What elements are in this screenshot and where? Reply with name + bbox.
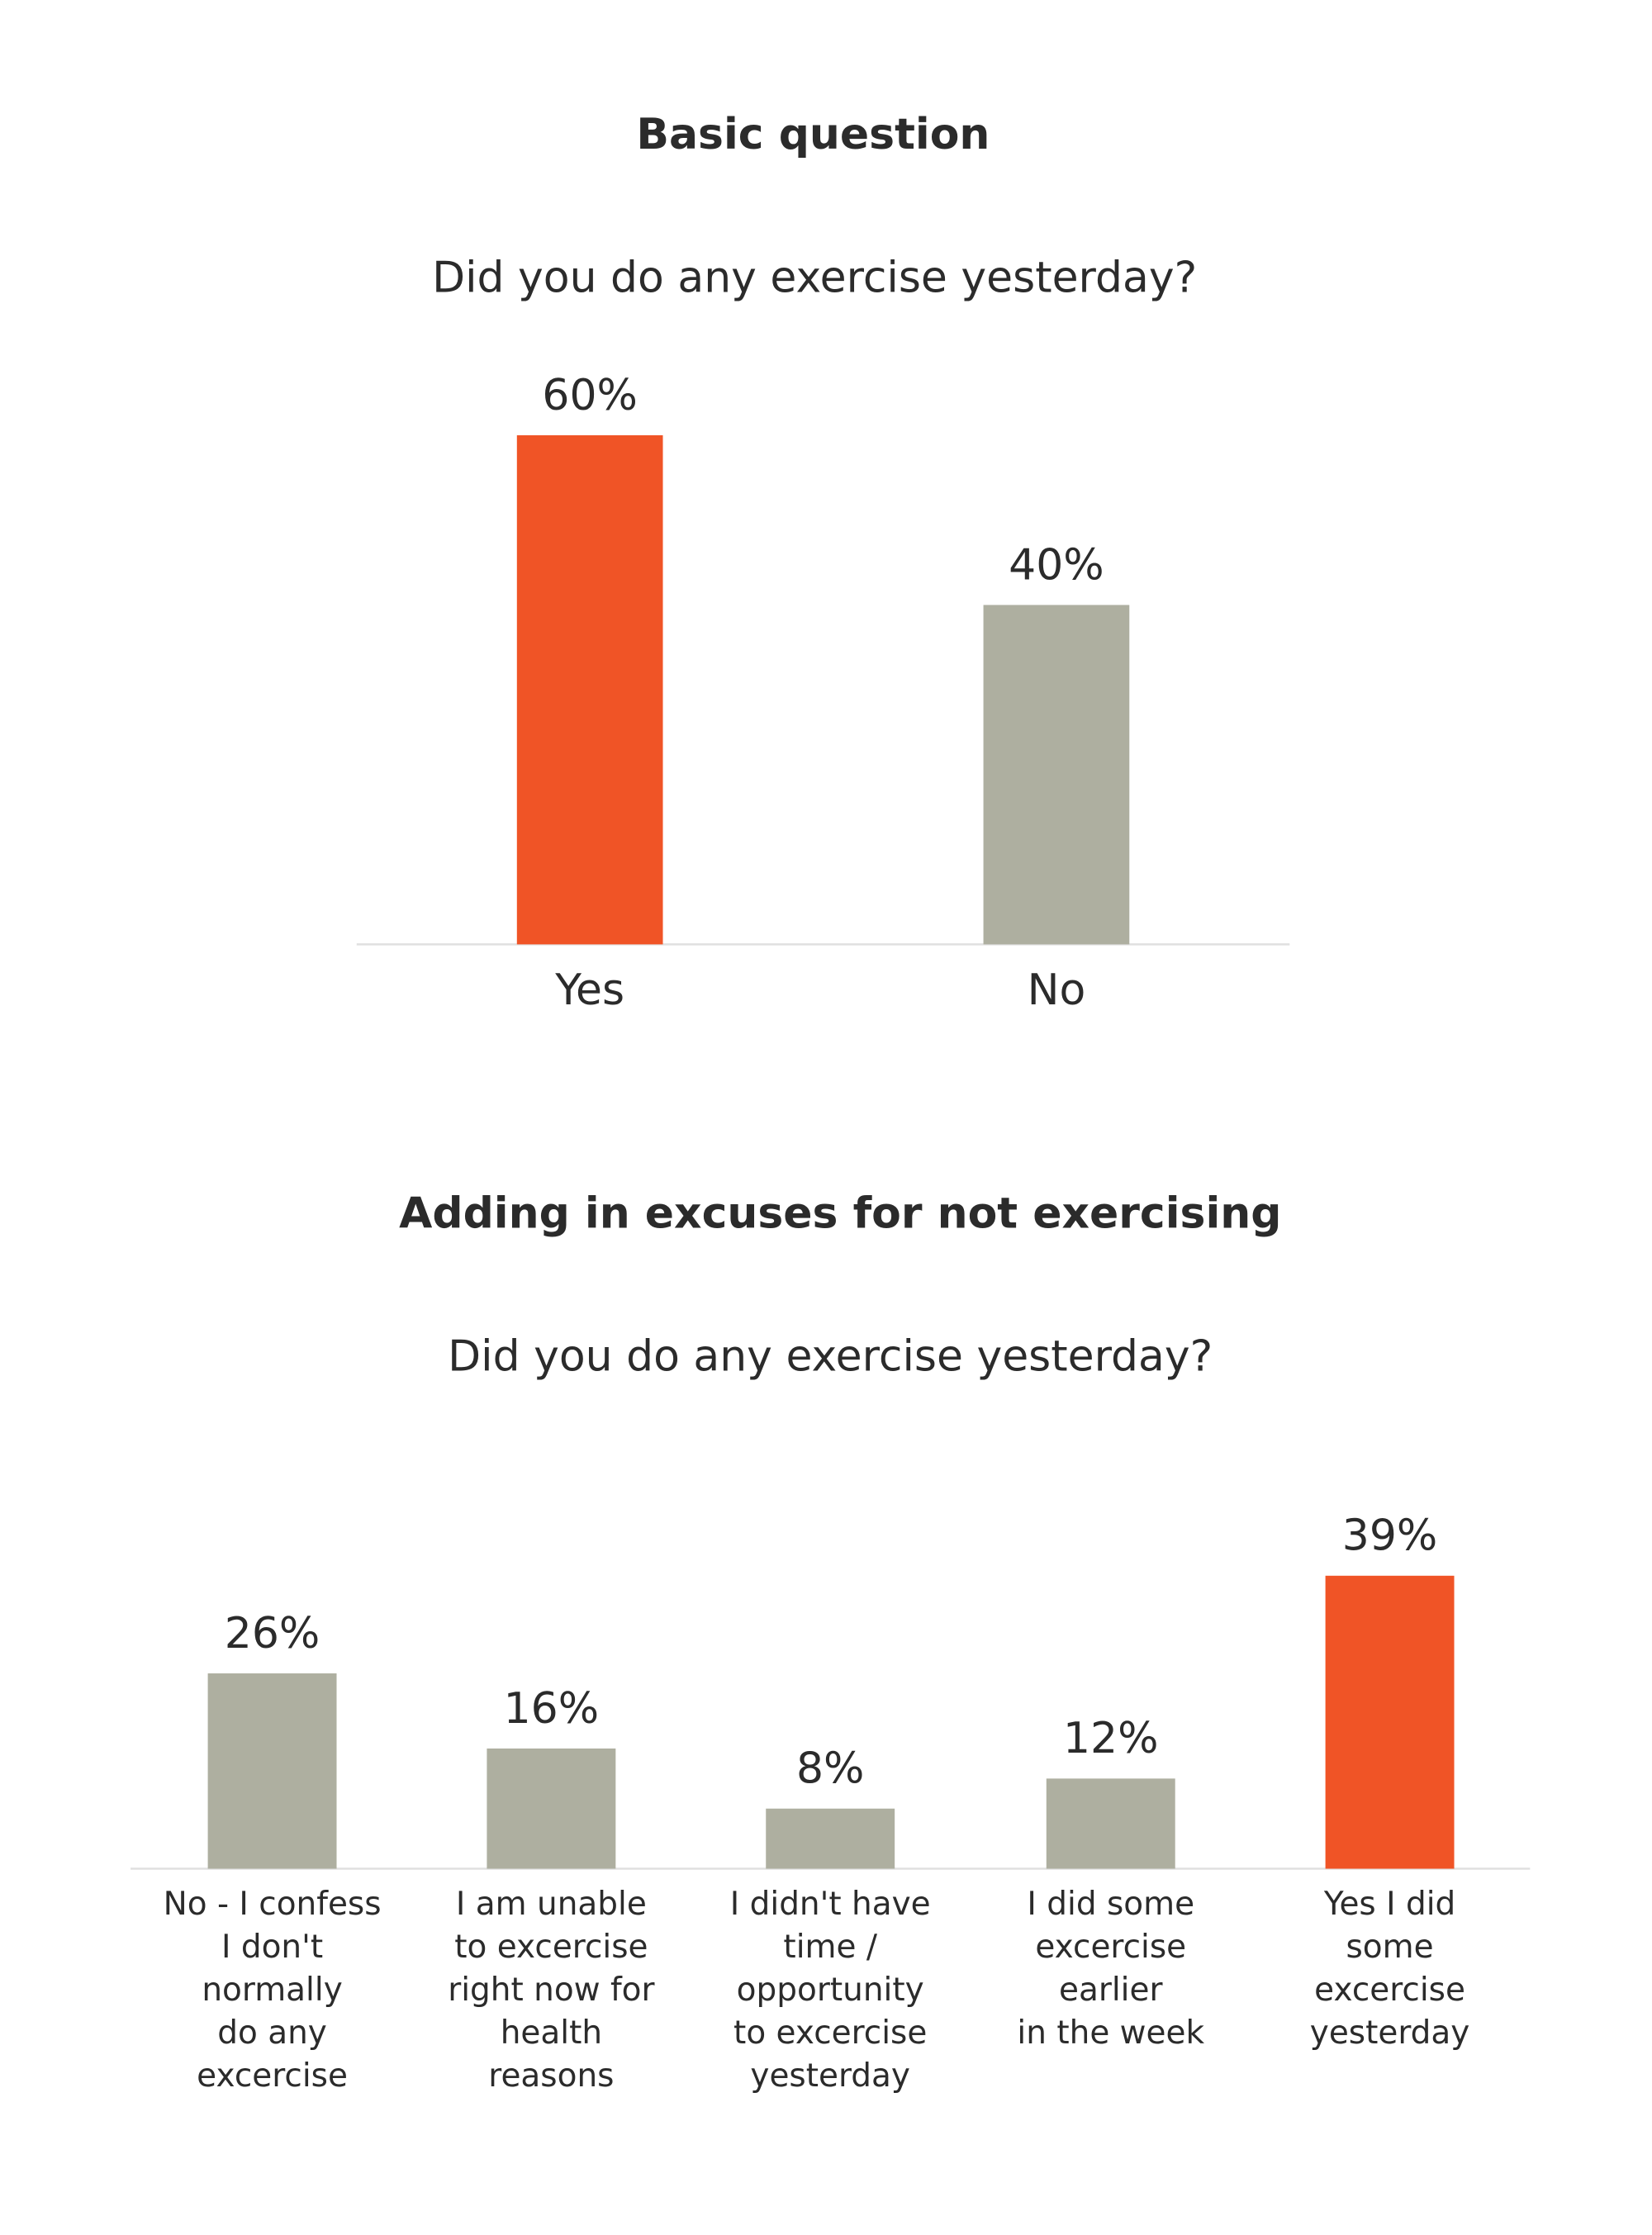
category-label: right now for (448, 1972, 655, 2009)
bar (207, 1673, 337, 1869)
value-label: 39% (1342, 1511, 1438, 1561)
category-label: excercise (1035, 1929, 1186, 1966)
category-label: to excercise (454, 1929, 648, 1966)
category-label: excercise (197, 2057, 348, 2095)
chart2-subtitle: Did you do any exercise yesterday? (448, 1332, 1213, 1382)
category-label: Yes (554, 966, 624, 1015)
category-label: earlier (1059, 1972, 1164, 2009)
chart2-title: Adding in excuses for not exercising (399, 1189, 1281, 1238)
category-label: I don't (221, 1929, 323, 1966)
chart1-plot: 60% Yes 40% No (356, 371, 1290, 1015)
category-label: in the week (1017, 2014, 1204, 2052)
value-label: 8% (796, 1744, 864, 1794)
category-label: to excercise (733, 2014, 927, 2052)
category-label: I didn't have (730, 1886, 931, 1923)
category-label: reasons (488, 2057, 614, 2095)
bar (1325, 1575, 1455, 1869)
value-label: 60% (542, 371, 638, 420)
bar (1046, 1778, 1175, 1869)
chart1-subtitle: Did you do any exercise yesterday? (432, 253, 1197, 302)
category-label: No (1028, 966, 1086, 1015)
category-label: excercise (1314, 1972, 1465, 2009)
value-label: 26% (225, 1609, 320, 1658)
category-label: Yes I did (1323, 1886, 1455, 1923)
category-label: I am unable (456, 1886, 647, 1923)
chart2-plot: 26% No - I confess I don't normally do any ex… (131, 1511, 1531, 2095)
category-label: opportunity (737, 1972, 924, 2009)
category-label: normally (202, 1972, 342, 2009)
category-label: I did some (1027, 1886, 1194, 1923)
value-label: 40% (1009, 540, 1104, 590)
bar (983, 605, 1130, 945)
value-label: 12% (1063, 1714, 1159, 1763)
category-label: yesterday (1310, 2014, 1470, 2052)
value-label: 16% (504, 1684, 600, 1734)
category-label: yesterday (750, 2057, 910, 2095)
chart1-title: Basic question (636, 110, 990, 159)
category-label: time / (783, 1929, 877, 1966)
category-label: do any (217, 2014, 327, 2052)
category-label: some (1346, 1929, 1434, 1966)
bar (766, 1808, 895, 1869)
bar (487, 1748, 616, 1869)
category-label: No - I confess (164, 1886, 382, 1923)
category-label: health (501, 2014, 602, 2052)
bar (516, 434, 663, 945)
